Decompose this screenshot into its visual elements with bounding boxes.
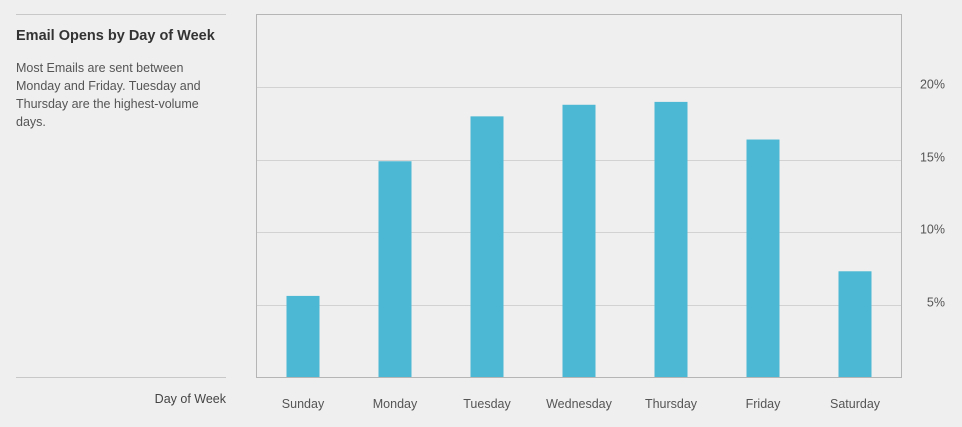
x-category-label: Tuesday bbox=[463, 397, 511, 411]
x-category-label: Monday bbox=[373, 397, 418, 411]
x-category-labels: Sunday Monday Tuesday Wednesday Thursday Frid… bbox=[282, 397, 881, 411]
bar-friday bbox=[746, 139, 780, 377]
y-tick-label: 10% bbox=[920, 223, 945, 237]
side-bottom-rule bbox=[16, 377, 226, 378]
y-tick-label: 15% bbox=[920, 151, 945, 165]
x-category-label: Thursday bbox=[645, 397, 698, 411]
bar-wednesday bbox=[562, 104, 596, 377]
chart-subtitle: Most Emails are sent between Monday and … bbox=[16, 61, 201, 129]
x-category-label: Wednesday bbox=[546, 397, 613, 411]
x-category-label: Saturday bbox=[830, 397, 881, 411]
bar-sunday bbox=[286, 295, 320, 377]
bar-saturday bbox=[838, 271, 872, 377]
plot-frame bbox=[256, 14, 902, 378]
bars bbox=[286, 101, 872, 378]
x-axis-label: Day of Week bbox=[154, 392, 226, 406]
side-top-rule bbox=[16, 14, 226, 15]
chart-title: Email Opens by Day of Week bbox=[16, 28, 215, 44]
x-category-label: Friday bbox=[746, 397, 781, 411]
bar-tuesday bbox=[470, 116, 504, 378]
bar-monday bbox=[378, 161, 412, 377]
x-category-label: Sunday bbox=[282, 397, 325, 411]
y-tick-label: 20% bbox=[920, 78, 945, 92]
y-tick-labels: 5% 10% 15% 20% bbox=[920, 78, 945, 310]
bar-thursday bbox=[654, 101, 688, 377]
y-tick-label: 5% bbox=[927, 296, 945, 310]
